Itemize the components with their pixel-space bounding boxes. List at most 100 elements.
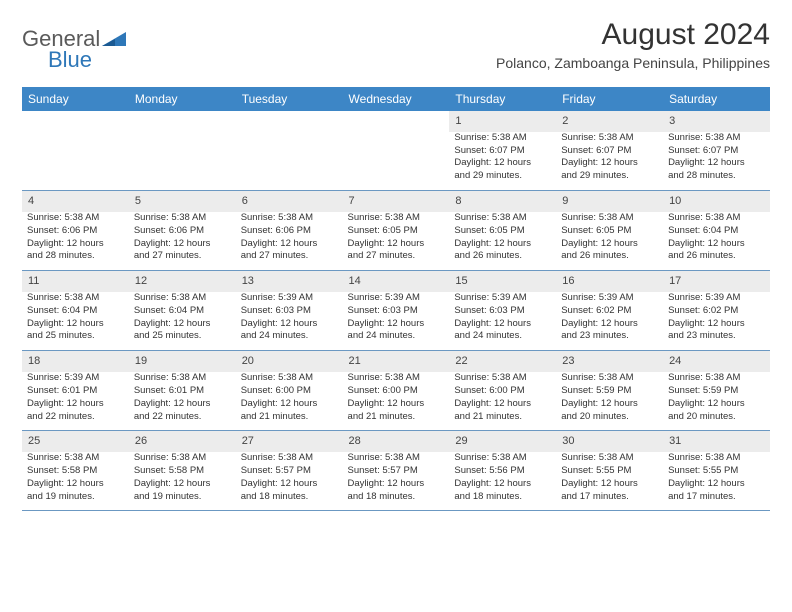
day-cell (236, 132, 343, 191)
sunset-line: Sunset: 5:57 PM (241, 465, 338, 478)
day-cell: Sunrise: 5:38 AMSunset: 6:07 PMDaylight:… (556, 132, 663, 191)
d1-line: Daylight: 12 hours (27, 478, 124, 491)
day-number: 27 (236, 431, 343, 452)
d1-line: Daylight: 12 hours (241, 398, 338, 411)
sunrise-line: Sunrise: 5:39 AM (561, 292, 658, 305)
sunrise-line: Sunrise: 5:38 AM (134, 292, 231, 305)
day-cell: Sunrise: 5:38 AMSunset: 6:05 PMDaylight:… (449, 212, 556, 271)
day-cell: Sunrise: 5:38 AMSunset: 6:06 PMDaylight:… (22, 212, 129, 271)
calendar-table: Sunday Monday Tuesday Wednesday Thursday… (22, 87, 770, 511)
content-row: Sunrise: 5:38 AM Sunset: 6:06 PM Daylight:… (22, 212, 770, 271)
day-cell (22, 132, 129, 191)
day-header: Saturday (663, 87, 770, 111)
day-cell: Sunrise: 5:38 AMSunset: 6:01 PMDaylight:… (129, 372, 236, 431)
sunset-line: Sunset: 6:02 PM (668, 305, 765, 318)
day-cell: Sunrise: 5:38 AMSunset: 6:05 PMDaylight:… (343, 212, 450, 271)
sunset-line: Sunset: 5:56 PM (454, 465, 551, 478)
sunrise-line: Sunrise: 5:38 AM (241, 372, 338, 385)
d2-line: and 27 minutes. (348, 250, 445, 263)
sunrise-line: Sunrise: 5:38 AM (134, 212, 231, 225)
day-number: 29 (449, 431, 556, 452)
sunrise-line: Sunrise: 5:38 AM (454, 372, 551, 385)
d1-line: Daylight: 12 hours (561, 238, 658, 251)
d2-line: and 26 minutes. (668, 250, 765, 263)
d1-line: Daylight: 12 hours (241, 478, 338, 491)
day-cell: Sunrise: 5:39 AMSunset: 6:02 PMDaylight:… (663, 292, 770, 351)
d1-line: Daylight: 12 hours (668, 478, 765, 491)
daynum-row: 123 (22, 111, 770, 132)
day-number: 2 (556, 111, 663, 132)
sunset-line: Sunset: 5:58 PM (134, 465, 231, 478)
d1-line: Daylight: 12 hours (134, 238, 231, 251)
day-number: 22 (449, 351, 556, 372)
d1-line: Daylight: 12 hours (454, 238, 551, 251)
sunset-line: Sunset: 6:07 PM (454, 145, 551, 158)
day-header: Friday (556, 87, 663, 111)
day-number: 17 (663, 271, 770, 292)
sunset-line: Sunset: 6:02 PM (561, 305, 658, 318)
day-cell: Sunrise: 5:38 AMSunset: 6:00 PMDaylight:… (236, 372, 343, 431)
day-number: 23 (556, 351, 663, 372)
sunset-line: Sunset: 6:06 PM (241, 225, 338, 238)
sunrise-line: Sunrise: 5:39 AM (241, 292, 338, 305)
sunset-line: Sunset: 6:00 PM (454, 385, 551, 398)
day-number: 1 (449, 111, 556, 132)
sunrise-line: Sunrise: 5:38 AM (27, 212, 124, 225)
day-cell: Sunrise: 5:38 AMSunset: 5:55 PMDaylight:… (556, 452, 663, 511)
day-number (129, 111, 236, 132)
day-number: 26 (129, 431, 236, 452)
d2-line: and 29 minutes. (561, 170, 658, 183)
d2-line: and 18 minutes. (241, 491, 338, 504)
sunrise-line: Sunrise: 5:38 AM (348, 372, 445, 385)
day-number: 30 (556, 431, 663, 452)
day-cell: Sunrise: 5:38 AMSunset: 5:58 PMDaylight:… (129, 452, 236, 511)
sunset-line: Sunset: 6:04 PM (668, 225, 765, 238)
sunrise-line: Sunrise: 5:38 AM (241, 452, 338, 465)
sunset-line: Sunset: 6:01 PM (27, 385, 124, 398)
logo-word2: Blue (48, 47, 92, 73)
content-row: Sunrise: 5:38 AMSunset: 6:07 PMDaylight:… (22, 132, 770, 191)
day-cell: Sunrise: 5:38 AMSunset: 5:55 PMDaylight:… (663, 452, 770, 511)
d2-line: and 21 minutes. (454, 411, 551, 424)
sunset-line: Sunset: 6:00 PM (241, 385, 338, 398)
day-number: 5 (129, 191, 236, 212)
day-number: 16 (556, 271, 663, 292)
day-number: 25 (22, 431, 129, 452)
day-number: 7 (343, 191, 450, 212)
day-number: 28 (343, 431, 450, 452)
day-cell: Sunrise: 5:39 AMSunset: 6:03 PMDaylight:… (236, 292, 343, 351)
d1-line: Daylight: 12 hours (134, 398, 231, 411)
daynum-row: 25262728293031 (22, 431, 770, 452)
day-number: 11 (22, 271, 129, 292)
d1-line: Daylight: 12 hours (348, 478, 445, 491)
day-header: Wednesday (343, 87, 450, 111)
d2-line: and 18 minutes. (454, 491, 551, 504)
day-header: Sunday (22, 87, 129, 111)
day-cell (129, 132, 236, 191)
sunrise-line: Sunrise: 5:38 AM (668, 212, 765, 225)
d2-line: and 26 minutes. (454, 250, 551, 263)
d1-line: Daylight: 12 hours (454, 478, 551, 491)
d1-line: Daylight: 12 hours (668, 238, 765, 251)
d1-line: Daylight: 12 hours (27, 398, 124, 411)
d2-line: and 24 minutes. (348, 330, 445, 343)
d2-line: and 29 minutes. (454, 170, 551, 183)
day-number: 24 (663, 351, 770, 372)
day-header: Monday (129, 87, 236, 111)
sunset-line: Sunset: 5:58 PM (27, 465, 124, 478)
calendar-page: General August 2024 Polanco, Zamboanga P… (0, 0, 792, 521)
d1-line: Daylight: 12 hours (348, 318, 445, 331)
content-row: Sunrise: 5:38 AM Sunset: 6:04 PM Daylight:… (22, 292, 770, 351)
d1-line: Daylight: 12 hours (348, 238, 445, 251)
day-number (236, 111, 343, 132)
d2-line: and 18 minutes. (348, 491, 445, 504)
sunset-line: Sunset: 6:05 PM (561, 225, 658, 238)
d1-line: Daylight: 12 hours (561, 398, 658, 411)
day-cell: Sunrise: 5:39 AMSunset: 6:01 PMDaylight:… (22, 372, 129, 431)
sunset-line: Sunset: 6:04 PM (27, 305, 124, 318)
day-number: 8 (449, 191, 556, 212)
d1-line: Daylight: 12 hours (668, 157, 765, 170)
sunset-line: Sunset: 5:57 PM (348, 465, 445, 478)
day-number: 14 (343, 271, 450, 292)
sunset-line: Sunset: 6:03 PM (241, 305, 338, 318)
